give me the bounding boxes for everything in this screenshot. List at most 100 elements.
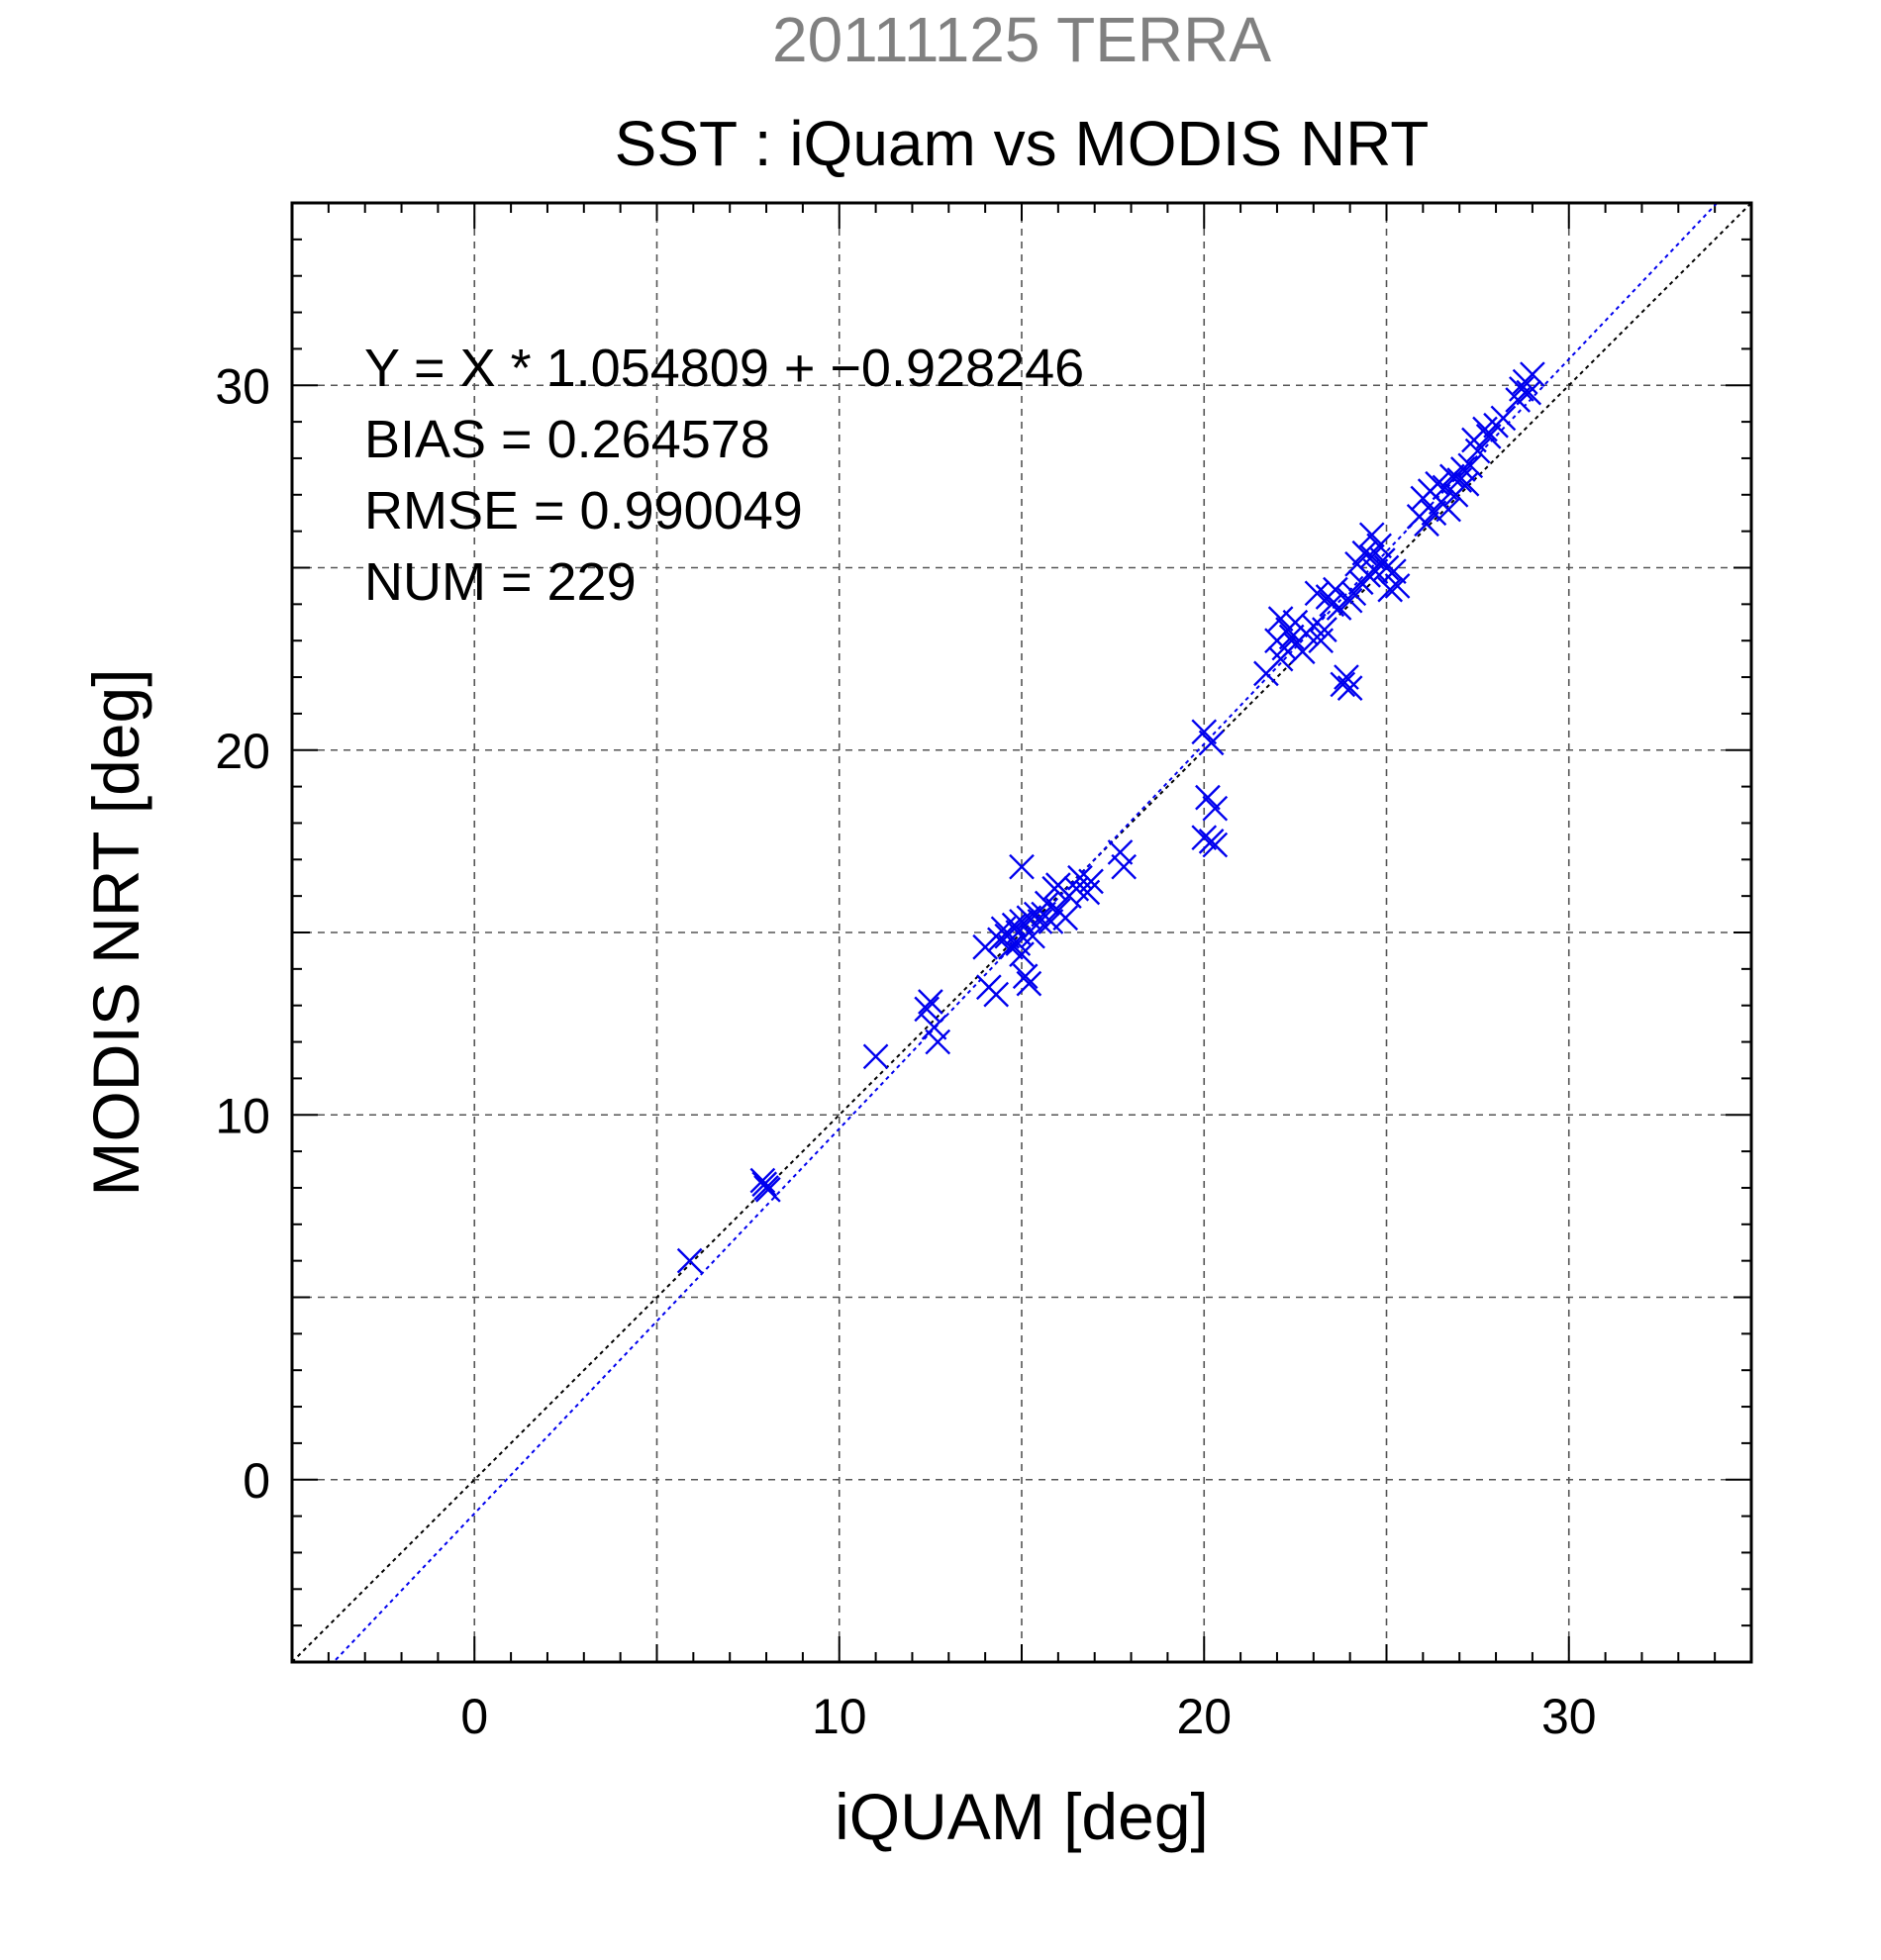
data-point-stroke — [676, 1247, 703, 1274]
data-point — [1381, 558, 1407, 585]
data-point — [1009, 853, 1035, 880]
data-point-stroke — [749, 1167, 776, 1194]
data-point-stroke — [1508, 376, 1534, 402]
data-point — [1202, 832, 1229, 858]
data-point-stroke — [914, 996, 940, 1023]
data-point-stroke — [1289, 638, 1316, 665]
data-point — [749, 1167, 776, 1194]
data-point-stroke — [921, 1014, 947, 1040]
data-point — [1020, 923, 1045, 949]
data-point — [1436, 496, 1461, 523]
data-point-stroke — [1516, 379, 1542, 406]
data-point-stroke — [998, 933, 1024, 960]
data-point-stroke — [1340, 580, 1367, 607]
num-label: NUM = 229 — [364, 552, 637, 612]
regression-equation: Y = X * 1.054809 + −0.928246 — [364, 339, 1084, 398]
data-point — [1457, 452, 1484, 479]
data-point — [1198, 730, 1225, 756]
data-point-stroke — [1312, 617, 1337, 642]
data-point-stroke — [755, 1176, 781, 1203]
data-point-stroke — [1202, 795, 1229, 822]
bias-label: BIAS = 0.264578 — [364, 410, 770, 469]
data-point-stroke — [1475, 423, 1502, 449]
x-axis-label: iQUAM [deg] — [835, 1780, 1209, 1853]
data-point — [1358, 522, 1385, 548]
data-point — [676, 1247, 703, 1274]
grid-lines — [292, 203, 1751, 1662]
data-point-stroke — [1490, 405, 1517, 432]
data-point-stroke — [1358, 543, 1385, 570]
data-point-stroke — [1038, 909, 1064, 934]
data-point — [1508, 376, 1534, 402]
data-point — [1278, 624, 1305, 650]
data-point-stroke — [1336, 675, 1363, 701]
data-point — [862, 1043, 889, 1070]
data-point-stroke — [1202, 832, 1229, 858]
data-point — [918, 989, 943, 1015]
data-point-stroke — [1373, 554, 1400, 581]
data-point — [1323, 576, 1348, 603]
data-markers — [676, 361, 1545, 1274]
data-point-stroke — [925, 1029, 951, 1055]
rmse-label: RMSE = 0.990049 — [364, 481, 803, 540]
data-point — [1464, 438, 1491, 464]
data-point — [914, 996, 940, 1023]
data-point-stroke — [1195, 784, 1221, 811]
data-point — [1038, 909, 1064, 934]
data-point-stroke — [1012, 963, 1039, 990]
data-point-stroke — [1334, 664, 1359, 690]
data-point-stroke — [1421, 500, 1447, 527]
data-point — [1052, 905, 1079, 931]
data-point-stroke — [1020, 923, 1045, 949]
y-tick-label: 10 — [215, 1088, 270, 1143]
data-point-stroke — [1304, 580, 1331, 607]
y-tick-label: 0 — [243, 1453, 270, 1509]
data-point — [1078, 868, 1104, 895]
data-point — [1340, 580, 1367, 607]
y-axis-label: MODIS NRT [deg] — [79, 668, 152, 1196]
data-point-stroke — [1009, 853, 1035, 880]
data-point — [1520, 361, 1545, 388]
y-tick-label: 30 — [215, 358, 270, 414]
data-point-stroke — [1107, 839, 1134, 865]
data-point — [1191, 719, 1218, 745]
chart-suptitle: 20111125 TERRA — [772, 4, 1271, 75]
data-point — [1421, 500, 1447, 527]
data-point — [921, 1014, 947, 1040]
data-point-stroke — [983, 981, 1010, 1008]
data-point-stroke — [1384, 573, 1411, 599]
data-point-stroke — [1016, 970, 1042, 997]
data-point-stroke — [1067, 864, 1093, 891]
data-point — [1111, 853, 1138, 880]
data-point-stroke — [1009, 909, 1035, 934]
data-point — [1336, 675, 1363, 701]
data-point-stroke — [1358, 522, 1385, 548]
x-tick-label: 0 — [460, 1689, 488, 1744]
data-point — [1475, 423, 1502, 449]
data-point — [1009, 941, 1035, 967]
data-point-stroke — [1300, 613, 1327, 639]
data-point-stroke — [918, 989, 943, 1015]
data-point-stroke — [1381, 558, 1407, 585]
data-point-stroke — [1191, 825, 1218, 851]
data-point — [925, 1029, 951, 1055]
data-point — [1336, 587, 1363, 614]
data-point — [1330, 671, 1356, 698]
data-point-stroke — [1351, 539, 1378, 566]
data-point-stroke — [1366, 533, 1392, 559]
data-point — [755, 1176, 781, 1203]
x-tick-label: 20 — [1176, 1689, 1232, 1744]
minor-ticks — [291, 202, 1752, 1663]
data-point-stroke — [1052, 905, 1079, 931]
data-point — [1373, 554, 1400, 581]
data-point-stroke — [1319, 591, 1345, 618]
x-tick-label: 10 — [812, 1689, 867, 1744]
data-point-stroke — [1198, 730, 1225, 756]
data-point-stroke — [1009, 941, 1035, 967]
tick-labels: 0 10 20 30 0 10 20 30 — [215, 358, 1596, 1744]
data-point-stroke — [1267, 606, 1294, 632]
data-point-stroke — [1330, 671, 1356, 698]
data-point-stroke — [1414, 511, 1439, 538]
data-point-stroke — [1453, 470, 1480, 497]
data-point — [1191, 825, 1218, 851]
